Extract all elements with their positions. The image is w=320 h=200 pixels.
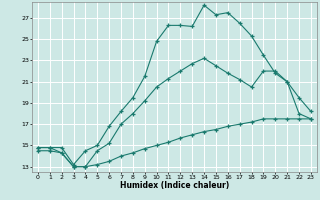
X-axis label: Humidex (Indice chaleur): Humidex (Indice chaleur): [120, 181, 229, 190]
